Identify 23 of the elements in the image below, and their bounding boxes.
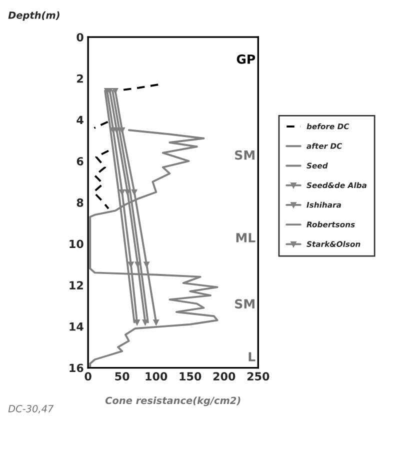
x-axis-title: Cone resistance(kg/cm2)	[105, 396, 240, 406]
y-tick-label: 8	[76, 198, 84, 207]
x-tick-label: 50	[115, 372, 130, 381]
y-tick-label: 6	[76, 157, 84, 166]
y-tick-label: 0	[76, 33, 84, 42]
y-tick-label: 2	[77, 74, 83, 83]
x-tick-label: 150	[180, 372, 202, 381]
annotation: ML	[236, 233, 256, 242]
annotation: GP	[236, 54, 256, 64]
y-axis-title: Depth(m)	[8, 11, 60, 21]
x-tick-label: 100	[146, 372, 168, 381]
x-tick-label: 250	[247, 372, 270, 381]
y-tick-label: 12	[70, 281, 83, 290]
text: DC-30,47	[8, 404, 54, 414]
y-tick-label: 10	[70, 240, 84, 248]
x-tick-label: 0	[84, 372, 92, 381]
y-tick-label: 4	[76, 116, 84, 124]
annotation: SM	[235, 299, 254, 309]
x-tick-label: 200	[213, 372, 236, 381]
annotation: L	[248, 352, 256, 362]
y-tick-label: 16	[70, 364, 84, 372]
y-tick-label: 14	[70, 322, 84, 331]
annotation: SM	[235, 150, 254, 160]
